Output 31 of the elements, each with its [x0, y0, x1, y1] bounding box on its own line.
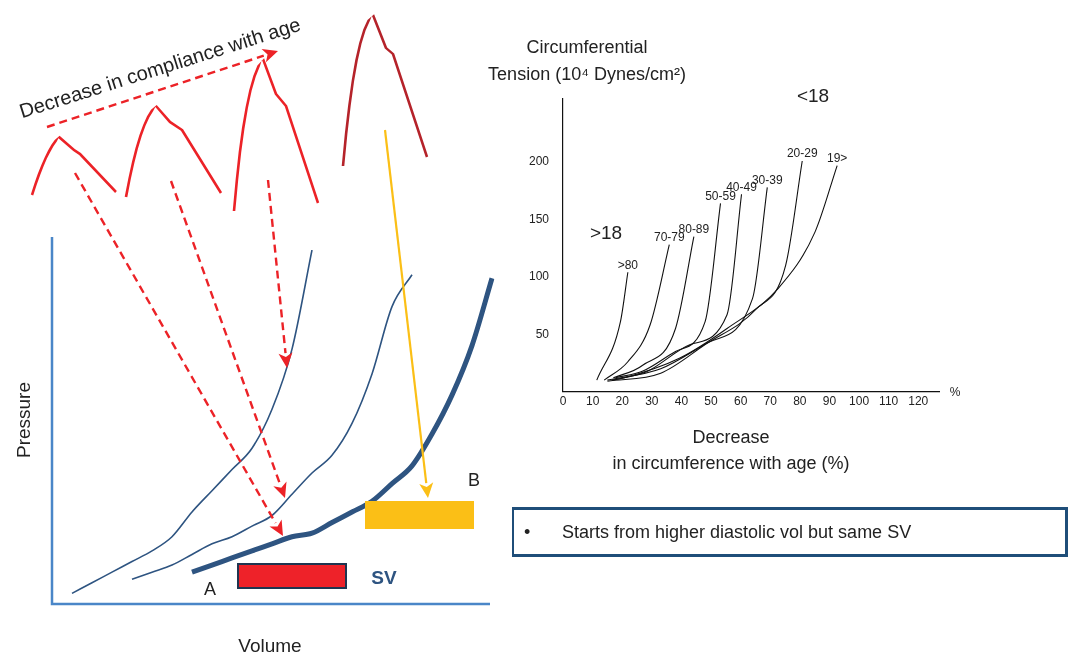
x-tick-label: 20 — [615, 394, 630, 409]
x-axis-title: Volume — [238, 635, 302, 657]
x-axis-title: Decrease in circumference with age (%) — [612, 426, 850, 474]
annotation: >18 — [589, 222, 623, 244]
x-tick-label: 100 — [849, 394, 870, 409]
y-tick-label: 200 — [528, 154, 550, 169]
annotation: A — [203, 578, 217, 600]
x-tick-label: 60 — [733, 394, 748, 409]
x-tick-label: 10 — [585, 394, 600, 409]
series-label: 19> — [826, 150, 848, 165]
x-tick-label: 0 — [559, 394, 567, 409]
text: % — [949, 384, 961, 399]
text: • Starts from higher diastolic vol but same SV — [524, 521, 912, 542]
x-tick-label: 30 — [645, 394, 659, 409]
y-tick-label: 100 — [528, 269, 550, 284]
y-axis-title: Circumferential Tension (10⁴ Dynes/cm²) — [488, 36, 686, 85]
x-tick-label: 120 — [908, 394, 929, 409]
x-tick-label: 40 — [674, 394, 689, 409]
series-label: >80 — [617, 257, 639, 272]
annotation: B — [467, 469, 481, 491]
x-tick-label: 70 — [763, 394, 778, 409]
y-tick-label: 50 — [535, 326, 550, 341]
x-tick-label: 80 — [793, 394, 807, 409]
y-axis-title: Pressure — [13, 381, 35, 459]
annotation: <18 — [796, 85, 830, 107]
series-label: 20-29 — [786, 146, 818, 161]
annotation: SV — [371, 567, 397, 589]
x-tick-label: 50 — [704, 394, 719, 409]
x-tick-label: 110 — [879, 394, 899, 409]
x-tick-label: 90 — [822, 394, 837, 409]
y-tick-label: 150 — [528, 211, 550, 226]
